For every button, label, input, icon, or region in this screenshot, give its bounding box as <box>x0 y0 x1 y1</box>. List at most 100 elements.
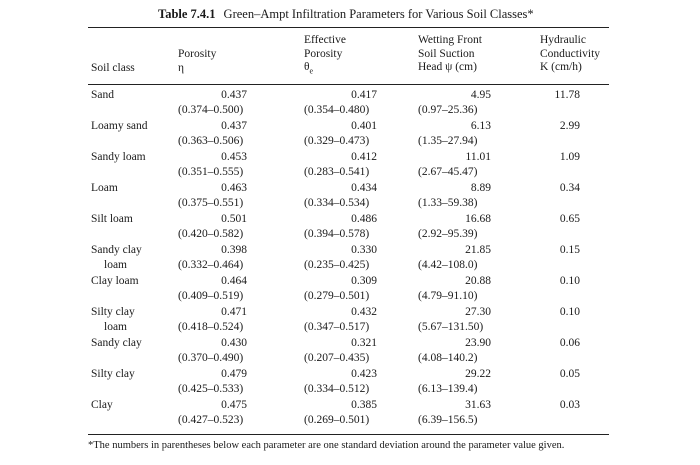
porosity-value: 0.430 <box>221 337 247 349</box>
effective-porosity-value: 0.401 <box>351 120 377 132</box>
effective-porosity-value: 0.321 <box>351 337 377 349</box>
header-soil-class: Soil class <box>91 62 135 74</box>
header-wetting-front: Wetting Front Soil Suction Head ψ (cm) <box>418 34 482 73</box>
suction-head-value: 11.01 <box>465 151 491 163</box>
effective-porosity-value: 0.434 <box>351 182 377 194</box>
hydraulic-conductivity-value: 0.65 <box>559 213 580 225</box>
effective-porosity-range: (0.283–0.541) <box>304 166 370 178</box>
hydraulic-conductivity-value: 1.09 <box>559 151 580 163</box>
theta-e: θe <box>304 61 314 76</box>
porosity-range: (0.332–0.464) <box>178 259 244 271</box>
header-porosity: Porosity η <box>178 48 217 74</box>
effective-porosity-value: 0.432 <box>351 306 377 318</box>
header-hydraulic-conductivity: Hydraulic Conductivity K (cm/h) <box>540 34 601 73</box>
effective-porosity-value: 0.486 <box>351 213 377 225</box>
suction-head-range: (2.92–95.39) <box>418 228 478 240</box>
hydraulic-conductivity-value: 0.03 <box>559 399 580 411</box>
soil-class-name: Loamy sand <box>91 120 148 132</box>
porosity-value: 0.453 <box>221 151 247 163</box>
effective-porosity-range: (0.279–0.501) <box>304 290 370 302</box>
soil-class-name: Sandy clay <box>91 337 142 349</box>
effective-porosity-value: 0.423 <box>351 368 377 380</box>
effective-porosity-value: 0.330 <box>351 244 377 256</box>
effective-porosity-range: (0.354–0.480) <box>304 104 370 116</box>
suction-head-range: (6.39–156.5) <box>418 414 478 426</box>
porosity-range: (0.351–0.555) <box>178 166 244 178</box>
soil-class-name: Silty clay <box>91 306 135 318</box>
soil-class-name: Sandy loam <box>91 151 146 163</box>
suction-head-range: (5.67–131.50) <box>418 321 484 333</box>
suction-head-value: 29.22 <box>465 368 491 380</box>
hydraulic-conductivity-value: 11.78 <box>554 89 580 101</box>
suction-head-value: 27.30 <box>465 306 491 318</box>
effective-porosity-range: (0.347–0.517) <box>304 321 370 333</box>
effective-porosity-range: (0.269–0.501) <box>304 414 370 426</box>
suction-head-value: 21.85 <box>465 244 491 256</box>
porosity-value: 0.479 <box>221 368 247 380</box>
bottom-rule <box>88 434 609 435</box>
porosity-value: 0.463 <box>221 182 247 194</box>
porosity-range: (0.370–0.490) <box>178 352 244 364</box>
top-rule <box>88 27 609 28</box>
suction-head-range: (6.13–139.4) <box>418 383 478 395</box>
header-rule <box>88 84 609 85</box>
effective-porosity-range: (0.207–0.435) <box>304 352 370 364</box>
effective-porosity-value: 0.385 <box>351 399 377 411</box>
effective-porosity-range: (0.329–0.473) <box>304 135 370 147</box>
effective-porosity-range: (0.394–0.578) <box>304 228 370 240</box>
suction-head-range: (4.42–108.0) <box>418 259 478 271</box>
soil-class-name: loam <box>104 321 127 333</box>
porosity-range: (0.409–0.519) <box>178 290 244 302</box>
porosity-range: (0.418–0.524) <box>178 321 244 333</box>
table-title: Table 7.4.1 Green–Ampt Infiltration Param… <box>158 7 534 22</box>
porosity-range: (0.363–0.506) <box>178 135 244 147</box>
suction-head-range: (4.08–140.2) <box>418 352 478 364</box>
porosity-range: (0.375–0.551) <box>178 197 244 209</box>
soil-class-name: Sandy clay <box>91 244 142 256</box>
suction-head-range: (1.35–27.94) <box>418 135 478 147</box>
effective-porosity-range: (0.334–0.512) <box>304 383 370 395</box>
porosity-range: (0.425–0.533) <box>178 383 244 395</box>
effective-porosity-value: 0.417 <box>351 89 377 101</box>
porosity-value: 0.437 <box>221 89 247 101</box>
effective-porosity-range: (0.334–0.534) <box>304 197 370 209</box>
suction-head-value: 31.63 <box>465 399 491 411</box>
table-number: Table 7.4.1 <box>158 7 216 21</box>
soil-class-name: Silty clay <box>91 368 135 380</box>
porosity-value: 0.501 <box>221 213 247 225</box>
suction-head-value: 20.88 <box>465 275 491 287</box>
soil-class-name: loam <box>104 259 127 271</box>
hydraulic-conductivity-value: 0.15 <box>559 244 580 256</box>
suction-head-value: 23.90 <box>465 337 491 349</box>
soil-class-name: Sand <box>91 89 114 101</box>
suction-head-range: (2.67–45.47) <box>418 166 478 178</box>
soil-class-name: Silt loam <box>91 213 133 225</box>
hydraulic-conductivity-value: 2.99 <box>559 120 580 132</box>
effective-porosity-range: (0.235–0.425) <box>304 259 370 271</box>
header-effective-porosity: Effective Porosity θe <box>304 34 346 78</box>
porosity-range: (0.420–0.582) <box>178 228 244 240</box>
soil-class-name: Clay <box>91 399 113 411</box>
hydraulic-conductivity-value: 0.05 <box>559 368 580 380</box>
footnote: *The numbers in parentheses below each p… <box>88 440 565 451</box>
hydraulic-conductivity-value: 0.10 <box>559 306 580 318</box>
porosity-value: 0.471 <box>221 306 247 318</box>
suction-head-value: 16.68 <box>465 213 491 225</box>
soil-class-name: Loam <box>91 182 118 194</box>
hydraulic-conductivity-value: 0.34 <box>559 182 580 194</box>
hydraulic-conductivity-value: 0.10 <box>559 275 580 287</box>
suction-head-value: 8.89 <box>470 182 491 194</box>
suction-head-range: (0.97–25.36) <box>418 104 478 116</box>
porosity-value: 0.398 <box>221 244 247 256</box>
soil-class-name: Clay loam <box>91 275 139 287</box>
porosity-value: 0.464 <box>221 275 247 287</box>
effective-porosity-value: 0.309 <box>351 275 377 287</box>
suction-head-value: 6.13 <box>470 120 491 132</box>
porosity-range: (0.374–0.500) <box>178 104 244 116</box>
porosity-value: 0.437 <box>221 120 247 132</box>
porosity-range: (0.427–0.523) <box>178 414 244 426</box>
suction-head-range: (4.79–91.10) <box>418 290 478 302</box>
porosity-value: 0.475 <box>221 399 247 411</box>
effective-porosity-value: 0.412 <box>351 151 377 163</box>
